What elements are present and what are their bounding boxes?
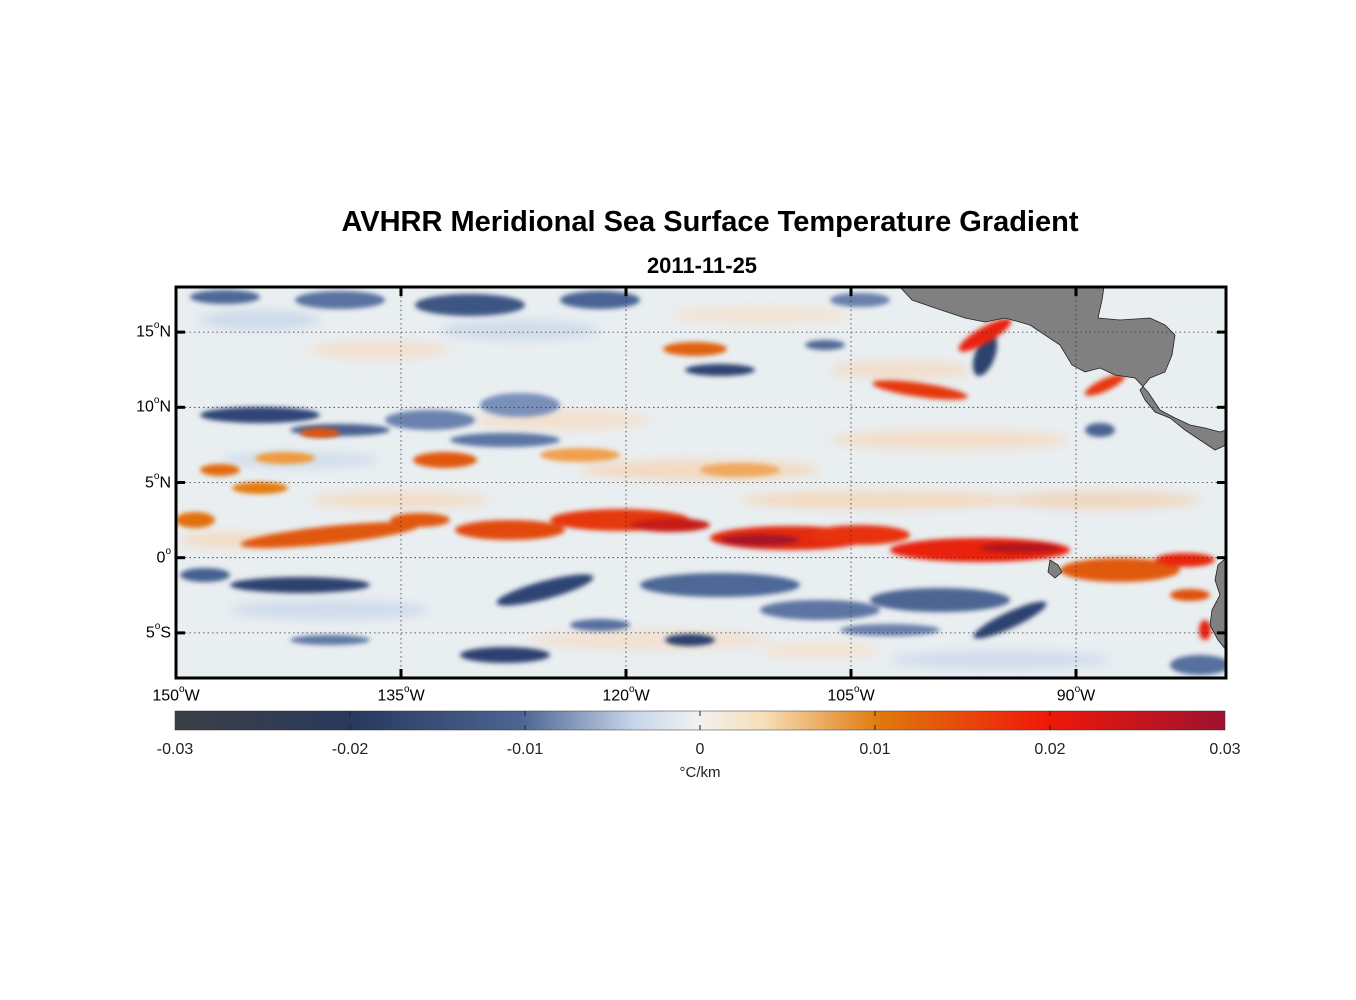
positive-gradient-features	[176, 318, 1215, 640]
longitude-tick-label: 150oW	[152, 684, 200, 705]
frame-ticks	[174, 287, 1226, 678]
colorbar-tick-label: -0.02	[331, 741, 369, 758]
latitude-tick-label: 5oN	[144, 470, 171, 491]
colorbar-tick-label: -0.03	[156, 741, 194, 758]
longitude-tick-label: 105oW	[827, 684, 875, 705]
longitude-tick-label: 90oW	[1056, 684, 1096, 705]
map-date-subtitle: 2011-11-25	[646, 253, 758, 278]
map-title: AVHRR Meridional Sea Surface Temperature…	[341, 206, 1079, 238]
sst-field	[176, 287, 1226, 678]
galapagos-land	[1047, 559, 1063, 579]
colorbar-tick-label: 0.01	[859, 741, 891, 758]
colorbar-unit-label: °C/km	[679, 764, 721, 781]
weak-gradient-texture	[180, 307, 1200, 669]
latitude-tick-label: 15oN	[136, 320, 171, 341]
latitude-tick-label: 5oS	[145, 620, 171, 642]
colorbar-ticks	[349, 711, 1051, 730]
colorbar-tick-label: 0.03	[1209, 741, 1241, 758]
south-america-land	[1209, 557, 1226, 651]
latitude-tick-label: 10oN	[136, 395, 171, 416]
negative-gradient-features	[180, 290, 1226, 675]
longitude-tick-label: 135oW	[377, 684, 425, 705]
colorbar-tick-label: 0	[695, 741, 705, 758]
longitude-tick-label: 120oW	[602, 684, 650, 705]
colorbar-tick-label: -0.01	[506, 741, 544, 758]
central-america-land	[899, 287, 1226, 451]
colorbar-tick-label: 0.02	[1034, 741, 1066, 758]
latitude-tick-label: 0o	[156, 545, 171, 567]
